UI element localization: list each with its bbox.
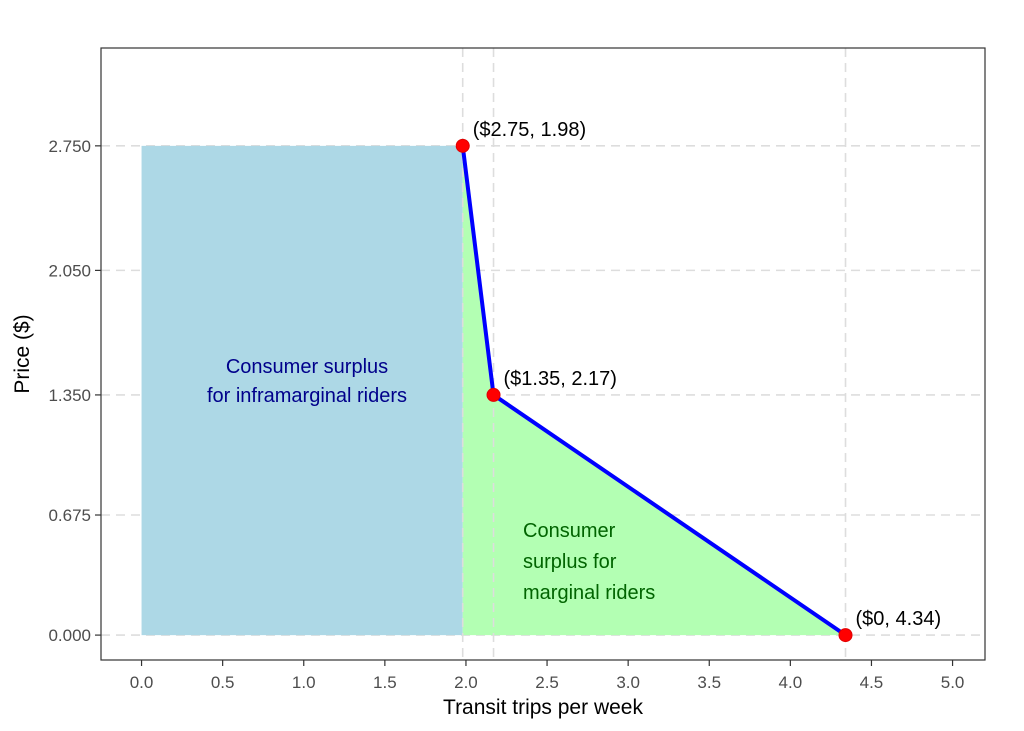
point-label-1: ($1.35, 2.17)	[504, 368, 617, 390]
y-tick-label-0: 0.000	[48, 626, 91, 645]
reference-vertical-lines	[461, 48, 847, 660]
y-axis-title: Price ($)	[11, 314, 34, 393]
panel-border	[100, 47, 986, 661]
axes: 0.0 0.5 1.0 1.5 2.0 2.5 3.0 3.5 4.0 4.5 5.0 0.000 0.…	[48, 137, 964, 692]
y-tick-label-1: 0.675	[48, 506, 91, 525]
y-tick-label-4: 2.750	[48, 137, 91, 156]
x-tick-label-6: 3.0	[616, 673, 640, 692]
x-tick-label-7: 3.5	[697, 673, 721, 692]
region-label-1-line-1: surplus for	[523, 551, 617, 573]
point-label-2: ($0, 4.34)	[856, 608, 942, 630]
x-tick-label-3: 1.5	[373, 673, 397, 692]
region-label-0-line-1: for inframarginal riders	[207, 385, 407, 407]
demand-points	[455, 138, 853, 643]
x-tick-label-8: 4.0	[779, 673, 803, 692]
data-point-0	[455, 138, 470, 153]
annotations: Consumer surplus for inframarginal riders…	[207, 119, 941, 630]
region-label-0-line-0: Consumer surplus	[226, 356, 388, 378]
data-point-2	[838, 628, 853, 643]
surplus-regions	[141, 145, 846, 636]
surplus-region-0	[141, 145, 463, 636]
x-tick-label-4: 2.0	[454, 673, 478, 692]
x-tick-label-9: 4.5	[860, 673, 884, 692]
y-tick-label-2: 1.350	[48, 386, 91, 405]
y-tick-label-3: 2.050	[48, 261, 91, 280]
x-tick-label-10: 5.0	[941, 673, 965, 692]
x-tick-label-2: 1.0	[292, 673, 316, 692]
x-tick-label-0: 0.0	[130, 673, 154, 692]
x-tick-label-1: 0.5	[211, 673, 235, 692]
x-axis-title: Transit trips per week	[443, 696, 643, 719]
region-label-1-line-2: marginal riders	[523, 582, 655, 604]
surplus-region-1	[462, 145, 846, 636]
region-label-1: Consumer surplus for marginal riders	[523, 520, 655, 604]
x-tick-label-5: 2.5	[535, 673, 559, 692]
region-label-0: Consumer surplus for inframarginal riders	[207, 356, 407, 407]
region-label-1-line-0: Consumer	[523, 520, 616, 542]
data-point-1	[486, 387, 501, 402]
point-label-0: ($2.75, 1.98)	[473, 119, 586, 141]
